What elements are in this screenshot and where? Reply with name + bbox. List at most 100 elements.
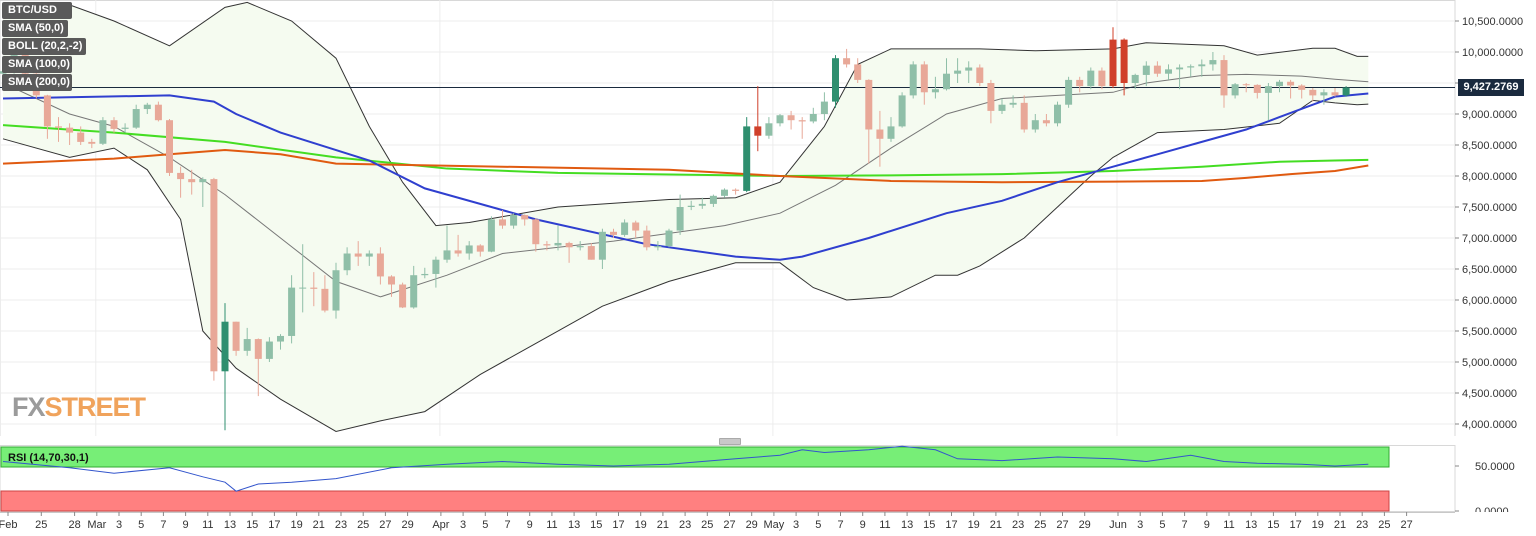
candle-body — [432, 259, 440, 274]
x-tick-label: 23 — [335, 519, 347, 531]
x-tick-label: 5 — [482, 519, 488, 531]
candle-body — [121, 127, 129, 129]
legend-symbol[interactable]: BTC/USD — [2, 2, 72, 19]
candle-body — [565, 242, 573, 248]
y-tick-label: 9,000.0000 — [1462, 109, 1517, 121]
candle-body — [332, 270, 340, 311]
x-tick-label: 21 — [313, 519, 325, 531]
candle-body — [732, 189, 740, 191]
candle-body — [876, 129, 884, 139]
x-tick-label: 3 — [116, 519, 122, 531]
x-tick-label: 5 — [1159, 519, 1165, 531]
x-tick-label: 21 — [657, 519, 669, 531]
x-tick-label: 9 — [183, 519, 189, 531]
candle-body — [199, 179, 207, 183]
candle-body — [543, 244, 551, 246]
x-tick-label: 25 — [701, 519, 713, 531]
legend-sma200[interactable]: SMA (200,0) — [2, 74, 72, 91]
candle-body — [621, 222, 629, 235]
x-tick-label: 11 — [546, 519, 557, 531]
x-tick-label: 13 — [1245, 519, 1257, 531]
candle-body — [43, 95, 51, 127]
candle-body — [632, 222, 640, 231]
candle-body — [1298, 85, 1306, 90]
candle-body — [188, 179, 196, 183]
legend-boll[interactable]: BOLL (20,2,-2) — [2, 38, 86, 55]
candle-body — [499, 219, 506, 226]
x-tick-label: 23 — [1356, 519, 1368, 531]
candle-body — [510, 215, 518, 226]
candle-body — [521, 215, 529, 220]
x-tick-label: Jun — [1109, 519, 1127, 531]
legend-sma100[interactable]: SMA (100,0) — [2, 56, 72, 73]
candle-body — [909, 64, 917, 96]
candle-body — [143, 104, 151, 110]
candle-body — [1054, 104, 1061, 124]
candle-body — [1165, 69, 1172, 74]
candle-body — [665, 230, 673, 247]
candle-body — [1320, 92, 1328, 96]
candle-body — [232, 321, 240, 351]
candle-body — [554, 242, 562, 246]
x-tick-label: 25 — [1034, 519, 1046, 531]
pane-resize-handle[interactable] — [719, 438, 741, 445]
candle-body — [343, 253, 351, 271]
candle-body — [676, 207, 684, 231]
y-tick-label: 10,500.0000 — [1462, 16, 1523, 28]
y-tick-label: 8,000.0000 — [1462, 171, 1517, 183]
x-tick-label: 29 — [1079, 519, 1091, 531]
logo-fx: FX — [12, 392, 46, 422]
x-tick-label: 23 — [679, 519, 691, 531]
candle-body — [1176, 67, 1184, 70]
x-tick-label: 15 — [590, 519, 602, 531]
fxstreet-logo: FXSTREET — [12, 392, 146, 423]
x-tick-label: 29 — [746, 519, 758, 531]
x-tick-label: 13 — [568, 519, 580, 531]
candle-body — [709, 195, 717, 204]
x-tick-label: 5 — [815, 519, 821, 531]
candle-body — [454, 250, 462, 254]
candle-body — [898, 95, 906, 127]
rsi-overbought-zone — [0, 446, 1390, 468]
candle-body — [1065, 79, 1073, 105]
candle-body — [1253, 84, 1261, 93]
candle-body — [254, 339, 262, 359]
candle-body — [388, 276, 395, 285]
rsi-tick-label: 0.0000 — [1475, 506, 1509, 512]
sma50-line — [2, 92, 1369, 261]
candle-body — [1076, 79, 1084, 87]
candle-body — [321, 288, 329, 311]
rsi-panel: 50.0000 0.0000 — [0, 445, 1515, 512]
x-tick-label: 11 — [202, 519, 213, 531]
current-price-tag: 9,427.2769 — [1458, 79, 1524, 96]
legend-sma50[interactable]: SMA (50,0) — [2, 20, 68, 37]
x-tick-label: 19 — [635, 519, 647, 531]
candle-body — [1309, 89, 1317, 96]
candle-body — [1153, 65, 1161, 74]
candle-body — [643, 230, 651, 248]
x-tick-label: 29 — [401, 519, 413, 531]
x-tick-label: 25 — [35, 519, 47, 531]
candle-body — [687, 205, 695, 207]
candle-body — [310, 287, 318, 289]
x-tick-label: 21 — [990, 519, 1002, 531]
candle-body — [1209, 60, 1217, 65]
candle-body — [288, 287, 296, 336]
candle-body — [843, 58, 851, 65]
x-tick-label: Feb — [0, 519, 17, 531]
x-tick-label: 17 — [945, 519, 957, 531]
x-tick-label: 5 — [138, 519, 144, 531]
candle-body — [1276, 81, 1283, 87]
candle-body — [1109, 39, 1117, 87]
x-tick-label: 27 — [723, 519, 735, 531]
candle-body — [110, 120, 118, 129]
candle-body — [887, 126, 895, 139]
y-axis-labels: 10,500.000010,000.00009,500.00009,000.00… — [1462, 16, 1523, 431]
x-tick-label: 27 — [1056, 519, 1068, 531]
x-tick-label: 9 — [527, 519, 533, 531]
x-tick-label: 17 — [1289, 519, 1301, 531]
candle-body — [1009, 102, 1017, 105]
bollinger-upper-line — [2, 1, 1369, 227]
candle-body — [698, 203, 706, 206]
candle-body — [1231, 84, 1239, 96]
